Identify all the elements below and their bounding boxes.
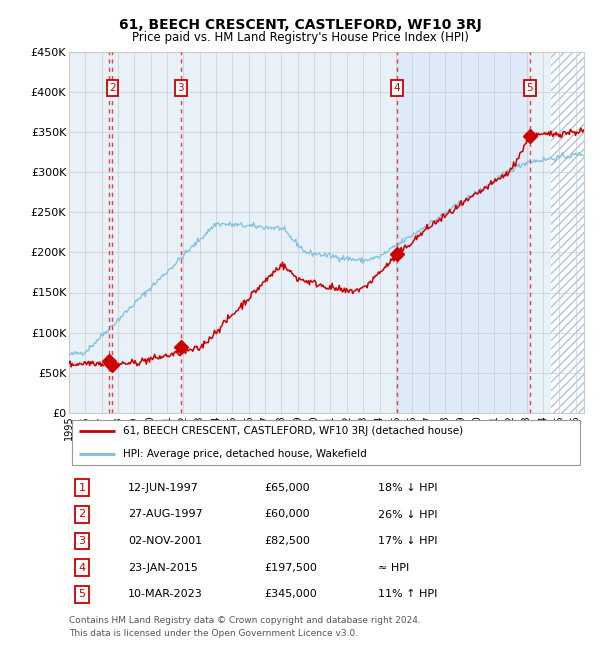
Text: 18% ↓ HPI: 18% ↓ HPI [378, 483, 437, 493]
Text: £197,500: £197,500 [265, 563, 317, 573]
Text: 17% ↓ HPI: 17% ↓ HPI [378, 536, 437, 546]
Text: HPI: Average price, detached house, Wakefield: HPI: Average price, detached house, Wake… [123, 449, 367, 460]
Text: 5: 5 [79, 590, 85, 599]
Text: 1: 1 [79, 483, 85, 493]
Text: 12-JUN-1997: 12-JUN-1997 [128, 483, 199, 493]
Text: 2: 2 [109, 83, 116, 93]
Text: 61, BEECH CRESCENT, CASTLEFORD, WF10 3RJ (detached house): 61, BEECH CRESCENT, CASTLEFORD, WF10 3RJ… [123, 426, 463, 436]
Text: Contains HM Land Registry data © Crown copyright and database right 2024.: Contains HM Land Registry data © Crown c… [69, 616, 421, 625]
Text: 10-MAR-2023: 10-MAR-2023 [128, 590, 203, 599]
Text: 5: 5 [526, 83, 533, 93]
Text: 4: 4 [394, 83, 400, 93]
Text: £60,000: £60,000 [265, 510, 310, 519]
Text: 4: 4 [79, 563, 85, 573]
Text: 26% ↓ HPI: 26% ↓ HPI [378, 510, 437, 519]
Text: 3: 3 [79, 536, 85, 546]
Text: ≈ HPI: ≈ HPI [378, 563, 409, 573]
Text: £65,000: £65,000 [265, 483, 310, 493]
Text: 61, BEECH CRESCENT, CASTLEFORD, WF10 3RJ: 61, BEECH CRESCENT, CASTLEFORD, WF10 3RJ [119, 18, 481, 32]
Text: £345,000: £345,000 [265, 590, 317, 599]
Text: 2: 2 [79, 510, 85, 519]
Text: 27-AUG-1997: 27-AUG-1997 [128, 510, 203, 519]
Text: 23-JAN-2015: 23-JAN-2015 [128, 563, 198, 573]
FancyBboxPatch shape [71, 420, 580, 465]
Text: 11% ↑ HPI: 11% ↑ HPI [378, 590, 437, 599]
Bar [551, 52, 584, 413]
Text: £82,500: £82,500 [265, 536, 310, 546]
Text: This data is licensed under the Open Government Licence v3.0.: This data is licensed under the Open Gov… [69, 629, 358, 638]
Bar [397, 52, 530, 413]
Text: 3: 3 [178, 83, 184, 93]
Bar [551, 52, 584, 413]
Text: 02-NOV-2001: 02-NOV-2001 [128, 536, 202, 546]
Text: Price paid vs. HM Land Registry's House Price Index (HPI): Price paid vs. HM Land Registry's House … [131, 31, 469, 44]
